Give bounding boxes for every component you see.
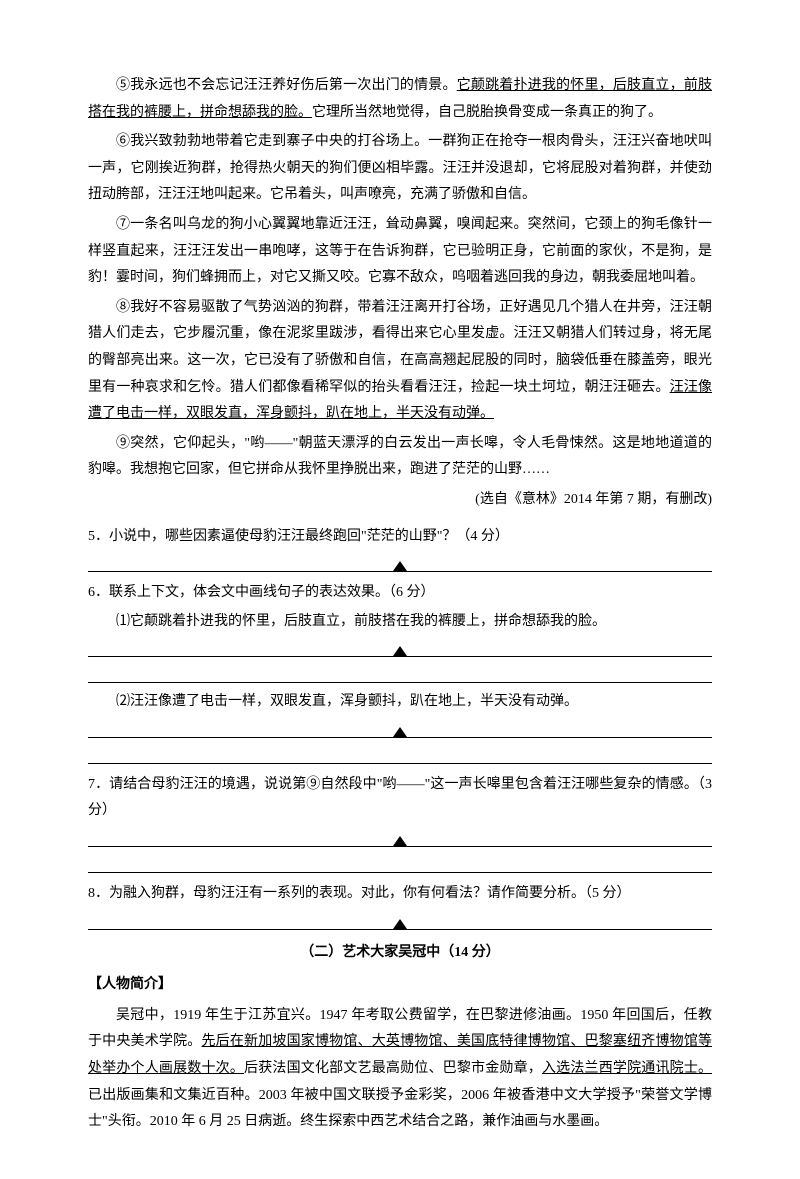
answer-line-q5 bbox=[88, 552, 712, 574]
paragraph-9: ⑨突然，它仰起头，"哟——"朝蓝天漂浮的白云发出一声长嗥，令人毛骨悚然。这是地地… bbox=[88, 431, 712, 484]
answer-line-q8 bbox=[88, 910, 712, 932]
triangle-icon bbox=[393, 646, 407, 656]
question-8: 8．为融入狗群，母豹汪汪有一系列的表现。对此，你有何看法？请作简要分析。（5 分… bbox=[88, 881, 712, 908]
paragraph-5: ⑤我永远也不会忘记汪汪养好伤后第一次出门的情景。它颠跳着扑进我的怀里，后肢直立，… bbox=[88, 73, 712, 126]
triangle-icon bbox=[393, 836, 407, 846]
section-2-title: （二）艺术大家吴冠中（14 分） bbox=[88, 940, 712, 967]
answer-line-q6-1b bbox=[88, 663, 712, 685]
p5-post: 它理所当然地觉得，自己脱胎换骨变成一条真正的狗了。 bbox=[312, 105, 662, 120]
answer-line-q6-1a bbox=[88, 637, 712, 659]
paragraph-8: ⑧我好不容易驱散了气势汹汹的狗群，带着汪汪离开打谷场，正好遇见几个猎人在井旁，汪… bbox=[88, 295, 712, 428]
question-6-1: ⑴它颠跳着扑进我的怀里，后肢直立，前肢搭在我的裤腰上，拼命想舔我的脸。 bbox=[116, 609, 712, 636]
paragraph-7: ⑦一条名叫乌龙的狗小心翼翼地靠近汪汪，耸动鼻翼，嗅闻起来。突然间，它颈上的狗毛像… bbox=[88, 212, 712, 292]
question-6: 6．联系上下文，体会文中画线句子的表达效果。（6 分） bbox=[88, 580, 712, 607]
p5-pre: ⑤我永远也不会忘记汪汪养好伤后第一次出门的情景。 bbox=[116, 78, 457, 93]
document-page: ⑤我永远也不会忘记汪汪养好伤后第一次出门的情景。它颠跳着扑进我的怀里，后肢直立，… bbox=[0, 0, 800, 1179]
person-intro-label: 【人物简介】 bbox=[88, 972, 712, 999]
triangle-icon bbox=[393, 727, 407, 737]
intro-ul2: 入选法兰西学院通讯院士。 bbox=[542, 1061, 712, 1076]
source-citation: (选自《意林》2014 年第 7 期，有删改) bbox=[88, 487, 712, 514]
question-7: 7．请结合母豹汪汪的境遇，说说第⑨自然段中"哟——"这一声长嗥里包含着汪汪哪些复… bbox=[88, 772, 712, 825]
answer-line-q6-2a bbox=[88, 718, 712, 740]
answer-line-q6-2b bbox=[88, 744, 712, 766]
p8-pre: ⑧我好不容易驱散了气势汹汹的狗群，带着汪汪离开打谷场，正好遇见几个猎人在井旁，汪… bbox=[88, 300, 712, 395]
intro-mid: 后获法国文化部文艺最高勋位、巴黎市金勋章， bbox=[244, 1061, 542, 1076]
person-intro-body: 吴冠中，1919 年生于江苏宜兴。1947 年考取公费留学，在巴黎进修油画。19… bbox=[88, 1003, 712, 1136]
paragraph-6: ⑥我兴致勃勃地带着它走到寨子中央的打谷场上。一群狗正在抢夺一根肉骨头，汪汪兴奋地… bbox=[88, 129, 712, 209]
triangle-icon bbox=[393, 561, 407, 571]
intro-post: 已出版画集和文集近百种。2003 年被中国文联授予金彩奖，2006 年被香港中文… bbox=[88, 1088, 712, 1130]
question-5: 5．小说中，哪些因素逼使母豹汪汪最终跑回"茫茫的山野"？（4 分） bbox=[88, 524, 712, 551]
triangle-icon bbox=[393, 919, 407, 929]
answer-line-q7a bbox=[88, 827, 712, 849]
answer-line-q7b bbox=[88, 853, 712, 875]
question-6-2: ⑵汪汪像遭了电击一样，双眼发直，浑身颤抖，趴在地上，半天没有动弹。 bbox=[116, 689, 712, 716]
